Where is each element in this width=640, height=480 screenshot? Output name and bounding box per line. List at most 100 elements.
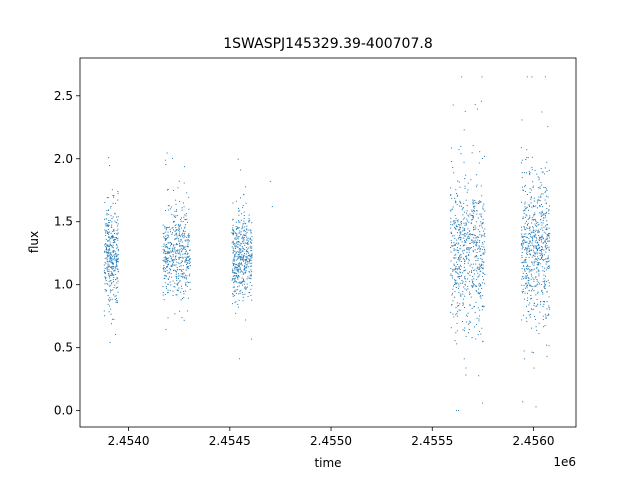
data-point-308 — [111, 272, 113, 274]
data-point-906 — [244, 268, 246, 270]
data-point-2142 — [524, 261, 526, 263]
data-point-1745 — [464, 211, 466, 213]
data-point-1005 — [247, 237, 249, 239]
data-point-1124 — [240, 290, 242, 292]
data-point-201 — [106, 223, 108, 225]
data-point-1364 — [475, 260, 477, 262]
data-point-1905 — [457, 242, 459, 244]
data-point-803 — [178, 258, 180, 260]
data-point-1860 — [474, 239, 476, 241]
data-point-48 — [117, 250, 119, 252]
data-point-612 — [187, 267, 189, 269]
data-point-1882 — [482, 306, 484, 308]
data-point-1602 — [456, 249, 458, 251]
data-point-50 — [109, 241, 111, 243]
data-point-2354 — [530, 298, 532, 300]
data-point-643 — [172, 255, 174, 257]
data-point-648 — [181, 217, 182, 219]
data-point-221 — [111, 189, 113, 191]
data-point-1015 — [241, 213, 243, 215]
data-point-2515 — [530, 269, 532, 271]
data-point-448 — [171, 257, 173, 259]
data-point-227 — [108, 209, 110, 211]
data-point-2036 — [534, 259, 536, 261]
data-point-625 — [172, 249, 174, 251]
data-point-2060 — [529, 302, 531, 304]
data-point-1508 — [471, 234, 473, 235]
data-point-2465 — [525, 233, 527, 235]
data-point-1767 — [459, 231, 461, 233]
data-point-1709 — [452, 313, 454, 315]
data-point-2484 — [544, 301, 546, 303]
data-point-2052 — [530, 235, 532, 237]
data-point-2463 — [526, 274, 528, 276]
data-point-480 — [169, 269, 171, 271]
data-point-2117 — [537, 199, 539, 201]
data-point-494 — [184, 239, 186, 241]
data-point-2184 — [538, 262, 540, 264]
data-point-888 — [238, 226, 240, 228]
data-point-1209 — [247, 276, 249, 278]
data-point-1057 — [239, 257, 241, 259]
data-point-1741 — [479, 248, 481, 250]
data-point-1748 — [481, 248, 483, 250]
data-point-2377 — [540, 167, 542, 169]
data-point-731 — [167, 247, 169, 249]
data-point-718 — [187, 245, 189, 247]
data-point-1466 — [450, 273, 452, 275]
data-point-162 — [112, 236, 114, 238]
data-point-478 — [181, 317, 183, 319]
data-point-350 — [107, 244, 109, 246]
data-point-1211 — [240, 242, 242, 244]
data-point-1984 — [525, 287, 526, 289]
data-point-2482 — [546, 238, 548, 240]
data-point-878 — [239, 232, 241, 234]
data-point-2138 — [542, 242, 544, 244]
data-point-16 — [108, 248, 110, 250]
data-point-642 — [177, 187, 179, 189]
data-point-1940 — [453, 172, 455, 174]
data-point-593 — [166, 287, 168, 289]
data-point-137 — [106, 245, 108, 247]
data-point-2187 — [548, 308, 550, 310]
data-point-883 — [244, 286, 246, 288]
data-point-615 — [163, 278, 165, 280]
data-point-2160 — [526, 172, 527, 174]
data-point-2275 — [528, 217, 530, 219]
data-point-1772 — [471, 271, 473, 273]
data-point-1423 — [451, 224, 453, 226]
data-point-2128 — [531, 217, 533, 219]
data-point-560 — [178, 180, 180, 182]
data-point-2367 — [546, 317, 548, 319]
data-point-1774 — [472, 145, 474, 147]
data-point-1399 — [466, 248, 468, 250]
data-point-2290 — [526, 320, 528, 322]
data-point-295 — [107, 245, 109, 247]
data-point-436 — [169, 261, 171, 263]
data-point-1131 — [235, 267, 237, 269]
data-point-1261 — [235, 289, 237, 291]
data-point-2359 — [535, 205, 537, 207]
data-point-511 — [173, 269, 175, 271]
data-point-551 — [165, 246, 167, 248]
data-point-1930 — [476, 242, 478, 244]
data-point-1312 — [474, 249, 476, 251]
data-point-1274 — [242, 224, 244, 226]
data-point-25 — [116, 247, 118, 249]
data-point-874 — [239, 230, 241, 232]
data-point-1213 — [241, 264, 243, 266]
data-point-1874 — [454, 227, 456, 229]
data-point-1503 — [471, 209, 473, 211]
data-point-712 — [181, 275, 183, 277]
data-point-1655 — [477, 239, 479, 241]
data-point-2218 — [528, 246, 530, 248]
data-point-628 — [165, 328, 167, 330]
data-point-484 — [179, 235, 181, 237]
data-point-1975 — [532, 352, 534, 354]
data-point-331 — [113, 239, 115, 241]
data-point-325 — [110, 267, 112, 269]
data-point-2203 — [536, 292, 538, 294]
data-point-1937 — [482, 268, 484, 270]
data-point-2426 — [539, 255, 541, 256]
data-point-2396 — [544, 76, 546, 78]
